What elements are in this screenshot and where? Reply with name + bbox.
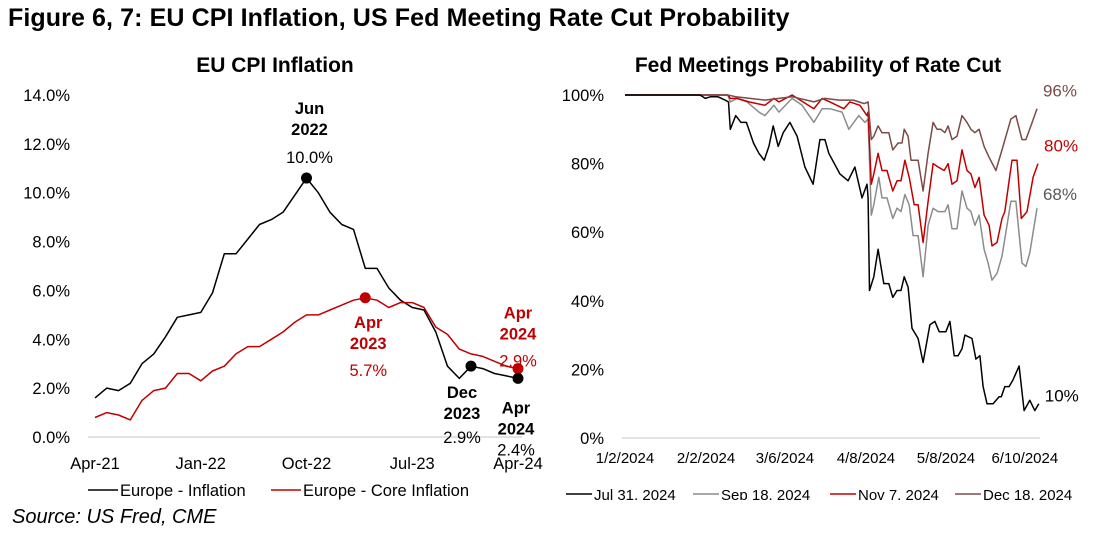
fed-rate-cut-chart: Fed Meetings Probability of Rate Cut 0% 2… bbox=[562, 54, 1079, 500]
annotation-month: Apr bbox=[502, 399, 531, 417]
y-tick-label: 12.0% bbox=[23, 136, 70, 154]
annotation-year: 2023 bbox=[350, 335, 387, 353]
series-end-label: 96% bbox=[1043, 82, 1077, 101]
x-tick-label: Jan-22 bbox=[176, 455, 226, 473]
series-line-core-inflation bbox=[94, 297, 519, 421]
series-end-label: 80% bbox=[1044, 137, 1078, 156]
x-tick-label: 2/2/2024 bbox=[677, 450, 735, 467]
eu-cpi-chart: EU CPI Inflation 0.0% 2.0% 4.0% 6.0% 8.0% 10.… bbox=[23, 54, 543, 500]
series-end-label: 68% bbox=[1043, 185, 1077, 204]
y-tick-label: 10.0% bbox=[23, 185, 70, 203]
annotation-value: 2.4% bbox=[497, 441, 535, 459]
x-tick-label: Oct-22 bbox=[282, 455, 332, 473]
y-tick-label: 4.0% bbox=[32, 331, 70, 349]
annotation-value: 5.7% bbox=[349, 362, 387, 380]
highlight-point bbox=[359, 292, 371, 304]
y-tick-label: 40% bbox=[571, 293, 604, 311]
legend-label: Jul 31, 2024 bbox=[594, 487, 676, 500]
source-note: Source: US Fred, CME bbox=[12, 506, 217, 528]
annotation-month: Dec bbox=[447, 384, 477, 402]
y-tick-label: 20% bbox=[571, 361, 604, 379]
annotation-month: Apr bbox=[354, 314, 383, 332]
x-tick-label: 1/2/2024 bbox=[596, 450, 654, 467]
y-tick-label: 80% bbox=[571, 156, 604, 174]
series-end-label: 10% bbox=[1045, 387, 1079, 406]
figure-title: Figure 6, 7: EU CPI Inflation, US Fed Me… bbox=[8, 4, 790, 32]
annotation-year: 2022 bbox=[291, 121, 328, 139]
y-tick-label: 0.0% bbox=[32, 429, 70, 447]
annotation-month: Jun bbox=[295, 100, 324, 118]
legend-label: Europe - Inflation bbox=[120, 482, 246, 500]
annotation-month: Apr bbox=[504, 305, 533, 323]
y-tick-label: 8.0% bbox=[32, 234, 70, 252]
annotation-value: 2.9% bbox=[499, 353, 537, 371]
x-tick-label: Apr-24 bbox=[493, 455, 543, 473]
x-tick-label: 6/10/2024 bbox=[991, 450, 1058, 467]
y-tick-label: 6.0% bbox=[32, 282, 70, 300]
annotation-year: 2024 bbox=[498, 420, 536, 438]
annotation-year: 2023 bbox=[444, 405, 481, 423]
highlight-point bbox=[512, 372, 524, 384]
highlight-point bbox=[301, 172, 312, 184]
legend-label: Dec 18, 2024 bbox=[983, 487, 1072, 500]
legend-label: Nov 7, 2024 bbox=[858, 487, 939, 500]
series-line-jul-31 bbox=[625, 94, 1040, 412]
x-tick-label: Jul-23 bbox=[390, 455, 435, 473]
annotation-year: 2024 bbox=[500, 326, 538, 344]
x-tick-label: 5/8/2024 bbox=[917, 450, 975, 467]
annotation-value: 10.0% bbox=[286, 149, 333, 167]
highlight-point bbox=[465, 360, 477, 372]
annotation-value: 2.9% bbox=[443, 429, 481, 447]
y-tick-label: 60% bbox=[571, 224, 604, 242]
series-line-dec-18 bbox=[625, 94, 1038, 192]
y-tick-label: 14.0% bbox=[23, 87, 70, 105]
x-tick-label: Apr-21 bbox=[70, 455, 120, 473]
highlight-point bbox=[512, 363, 524, 375]
series-line-sep-18 bbox=[625, 94, 1038, 281]
y-tick-label: 100% bbox=[562, 87, 605, 105]
y-tick-label: 0% bbox=[580, 430, 604, 448]
chart-title: EU CPI Inflation bbox=[196, 54, 354, 77]
x-tick-label: 3/6/2024 bbox=[756, 450, 814, 467]
x-tick-label: 4/8/2024 bbox=[837, 450, 895, 467]
legend-label: Sep 18, 2024 bbox=[721, 487, 810, 500]
chart-title: Fed Meetings Probability of Rate Cut bbox=[635, 54, 1001, 77]
legend-label: Europe - Core Inflation bbox=[303, 482, 469, 500]
y-tick-label: 2.0% bbox=[32, 380, 70, 398]
series-line-nov-7 bbox=[625, 94, 1039, 247]
